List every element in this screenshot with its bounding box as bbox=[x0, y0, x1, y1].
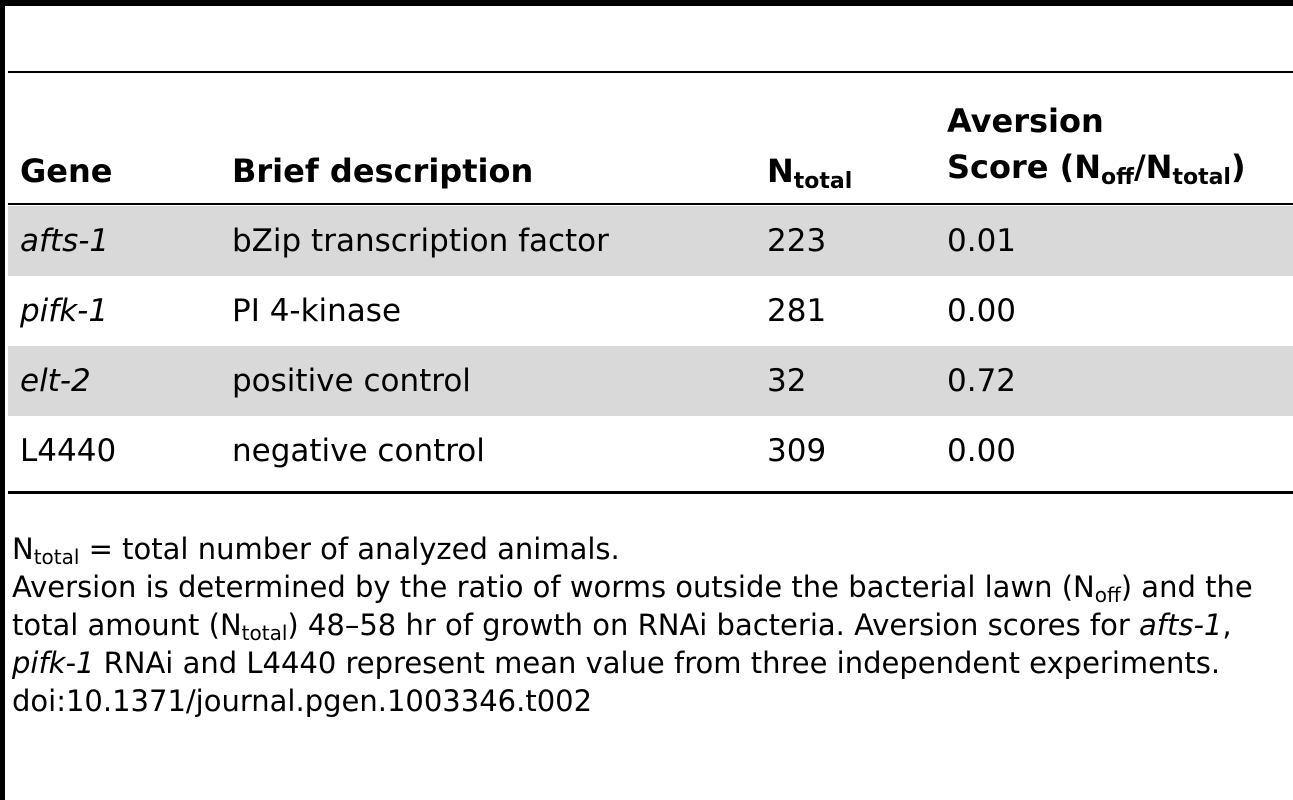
cell-score: 0.00 bbox=[947, 293, 1017, 329]
cell-score: 0.00 bbox=[947, 433, 1017, 469]
cell-ntotal: 281 bbox=[767, 293, 827, 329]
header-gene: Gene bbox=[20, 152, 113, 190]
table-row: pifk-1 PI 4-kinase 281 0.00 bbox=[8, 276, 1293, 346]
header-description: Brief description bbox=[232, 152, 534, 190]
cell-gene: L4440 bbox=[20, 433, 117, 469]
cell-description: bZip transcription factor bbox=[232, 223, 609, 259]
table-footnotes: Ntotal = total number of analyzed animal… bbox=[12, 530, 1292, 720]
cell-score: 0.72 bbox=[947, 363, 1017, 399]
footnote-aversion: Aversion is determined by the ratio of w… bbox=[12, 570, 1253, 680]
table-row: elt-2 positive control 32 0.72 bbox=[8, 346, 1293, 416]
cell-gene: afts-1 bbox=[20, 223, 110, 259]
cell-gene: pifk-1 bbox=[20, 293, 109, 329]
cell-gene: elt-2 bbox=[20, 363, 91, 399]
cell-ntotal: 309 bbox=[767, 433, 827, 469]
doi-text: doi:10.1371/journal.pgen.1003346.t002 bbox=[12, 684, 593, 718]
header-aversion-line1: Aversion bbox=[947, 102, 1104, 140]
cell-ntotal: 32 bbox=[767, 363, 807, 399]
cell-description: negative control bbox=[232, 433, 485, 469]
cell-description: positive control bbox=[232, 363, 471, 399]
header-bottom-rule bbox=[8, 203, 1293, 205]
table-row: afts-1 bZip transcription factor 223 0.0… bbox=[8, 206, 1293, 276]
cell-ntotal: 223 bbox=[767, 223, 827, 259]
header-ntotal: Ntotal bbox=[767, 152, 853, 194]
left-border bbox=[0, 0, 5, 800]
cell-description: PI 4-kinase bbox=[232, 293, 402, 329]
table-top-rule bbox=[0, 0, 1293, 6]
table-bottom-rule bbox=[8, 491, 1293, 494]
header-top-rule bbox=[8, 71, 1293, 73]
header-aversion-line2: Score (Noff/Ntotal) bbox=[947, 148, 1246, 190]
footnote-ntotal: Ntotal = total number of analyzed animal… bbox=[12, 532, 620, 569]
table-row: L4440 negative control 309 0.00 bbox=[8, 416, 1293, 486]
cell-score: 0.01 bbox=[947, 223, 1017, 259]
